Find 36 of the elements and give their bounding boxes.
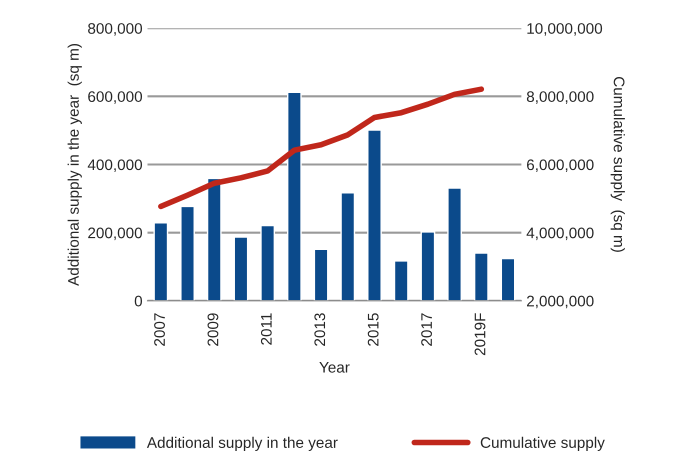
- bar: [206, 178, 222, 301]
- bar: [500, 258, 516, 301]
- y2-tick-label: 4,000,000: [526, 228, 594, 240]
- legend-label: Cumulative supply: [480, 436, 605, 451]
- y2-tick-label: 6,000,000: [526, 159, 594, 172]
- y-tick-label: 600,000: [88, 91, 142, 104]
- x-tick-label: 2011: [260, 313, 272, 345]
- y2-tick-label: 2,000,000: [526, 296, 594, 308]
- bar: [286, 92, 302, 301]
- y-tick-label: 0: [134, 296, 142, 306]
- bar: [340, 192, 356, 301]
- x-axis-title: Year: [319, 362, 350, 373]
- y-tick-label: 200,000: [88, 228, 142, 240]
- bar: [234, 236, 248, 301]
- y2-tick-label: 8,000,000: [526, 91, 594, 104]
- bar: [367, 129, 382, 301]
- y-tick-label: 800,000: [88, 23, 142, 36]
- x-tick-label: 2009: [208, 313, 218, 346]
- x-tick-label: 2013: [314, 313, 326, 346]
- x-tick-label: 2007: [154, 313, 165, 346]
- x-tick-label: 2017: [421, 313, 432, 346]
- bar: [447, 187, 462, 301]
- y2-tick-label: 10,000,000: [527, 23, 602, 36]
- bar: [153, 222, 168, 301]
- y-axis-title: Additional supply in the year (sq m): [68, 44, 82, 286]
- bar: [394, 260, 409, 301]
- bar: [314, 248, 328, 301]
- x-tick-label: 2019F: [474, 313, 486, 356]
- y-tick-label: 400,000: [88, 159, 142, 172]
- bar: [420, 231, 436, 301]
- bar: [260, 224, 276, 301]
- legend-label: Additional supply in the year: [146, 436, 338, 451]
- y2-axis-title: Cumulative supply (sq m): [610, 76, 625, 252]
- bar: [180, 206, 195, 301]
- bar: [474, 252, 489, 301]
- x-tick-label: 2015: [368, 313, 379, 346]
